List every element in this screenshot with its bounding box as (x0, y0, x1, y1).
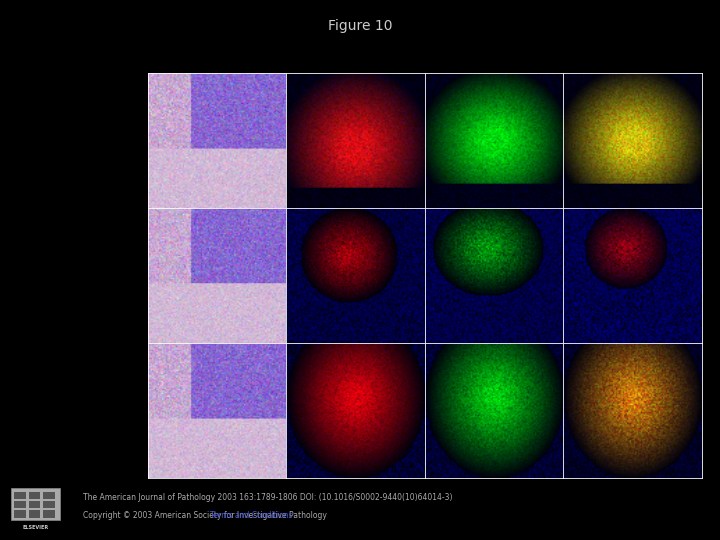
Text: H&E: H&E (203, 59, 231, 72)
Text: CIN III: CIN III (108, 136, 140, 145)
Text: EpoR: EpoR (338, 59, 372, 72)
Text: The American Journal of Pathology 2003 163:1789-1806 DOI: (10.1016/S0002-9440(10: The American Journal of Pathology 2003 1… (83, 494, 452, 502)
Bar (43, 501, 55, 508)
Text: Figure 10: Figure 10 (328, 19, 392, 33)
Bar (43, 510, 55, 517)
Text: Terms and Conditions: Terms and Conditions (210, 511, 292, 520)
Text: Double: Double (610, 59, 656, 72)
Bar (14, 492, 26, 499)
Text: ISCC: ISCC (114, 406, 140, 415)
Bar (14, 501, 26, 508)
Bar (29, 501, 40, 508)
Text: Copyright © 2003 American Society for Investigative Pathology: Copyright © 2003 American Society for In… (83, 511, 329, 520)
Text: p16: p16 (482, 59, 506, 72)
Bar (29, 510, 40, 517)
Text: ISCC: ISCC (114, 271, 140, 280)
Bar (14, 510, 26, 517)
Bar (29, 492, 40, 499)
Bar (43, 492, 55, 499)
Text: ELSEVIER: ELSEVIER (22, 525, 49, 530)
Bar (12, 488, 60, 520)
